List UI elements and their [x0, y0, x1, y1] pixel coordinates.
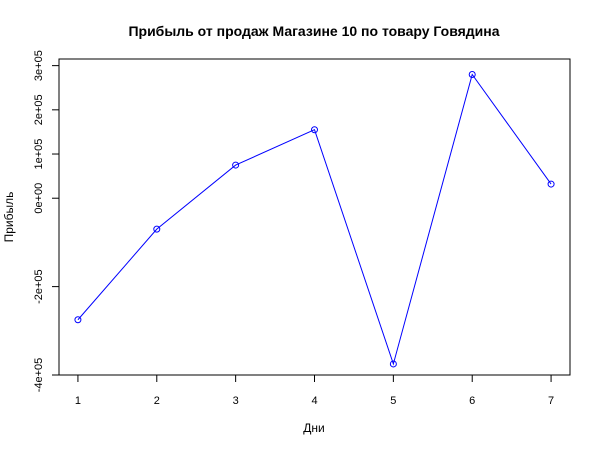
x-tick-label: 6	[469, 395, 475, 407]
x-tick-label: 1	[75, 395, 81, 407]
data-point	[153, 225, 161, 233]
data-point	[74, 316, 82, 324]
y-tick-label: -2e+05	[33, 269, 45, 304]
x-axis: 1 2 3 4 5 6 7	[75, 374, 554, 407]
x-tick-label: 4	[311, 395, 317, 407]
series-line	[77, 73, 552, 366]
chart-title: Прибыль от продаж Магазине 10 по товару …	[128, 23, 499, 39]
y-tick-label: 3e+05	[33, 50, 45, 81]
x-tick-label: 3	[233, 395, 239, 407]
data-point	[547, 180, 555, 188]
data-point	[468, 70, 476, 78]
plot-area	[58, 58, 571, 376]
y-tick-label: 1e+05	[33, 139, 45, 170]
y-tick-label: 0e+00	[33, 183, 45, 214]
data-point	[311, 126, 318, 134]
x-tick-label: 7	[548, 395, 554, 407]
series-layer	[74, 70, 555, 368]
x-tick-label: 5	[390, 395, 396, 407]
data-point	[389, 360, 397, 368]
y-axis: -4e+05 -2e+05 0e+00 1e+05 2e+05 3e+05	[33, 50, 60, 393]
x-tick-label: 2	[154, 395, 160, 407]
x-axis-label: Дни	[303, 421, 324, 435]
y-tick-label: -4e+05	[33, 358, 45, 393]
y-axis-label: Прибыль	[2, 192, 16, 243]
data-point	[232, 161, 240, 169]
y-tick-label: 2e+05	[33, 94, 45, 125]
